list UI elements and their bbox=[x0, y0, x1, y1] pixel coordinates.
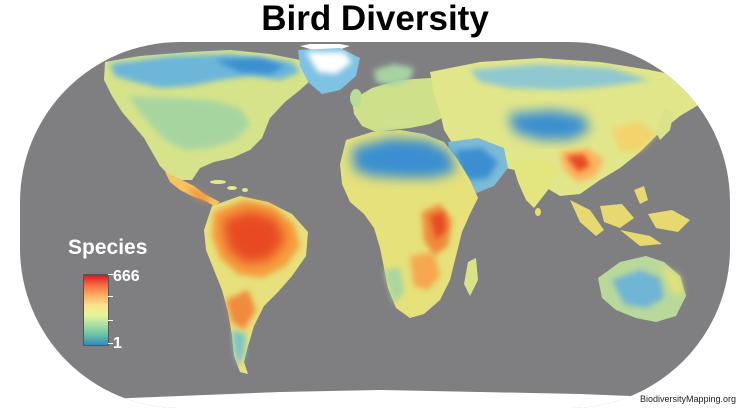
legend-title: Species bbox=[68, 236, 148, 259]
legend-color-scale bbox=[83, 274, 109, 346]
legend-tick bbox=[108, 320, 113, 321]
legend-min-label: 1 bbox=[113, 335, 122, 352]
antarctica bbox=[20, 390, 730, 408]
legend-tick bbox=[108, 296, 113, 297]
source-credit: BiodiversityMapping.org bbox=[639, 394, 736, 404]
southeast-asia-islands bbox=[570, 186, 690, 246]
legend-tick-min bbox=[108, 343, 113, 344]
europe bbox=[350, 64, 455, 132]
africa bbox=[340, 130, 478, 318]
caribbean bbox=[210, 180, 248, 192]
south-america bbox=[204, 196, 308, 374]
map-title: Bird Diversity bbox=[261, 0, 489, 38]
british-isles bbox=[350, 89, 362, 107]
north-america bbox=[104, 48, 360, 206]
legend-tick-max bbox=[108, 274, 113, 275]
legend-max-label: 666 bbox=[113, 268, 140, 285]
